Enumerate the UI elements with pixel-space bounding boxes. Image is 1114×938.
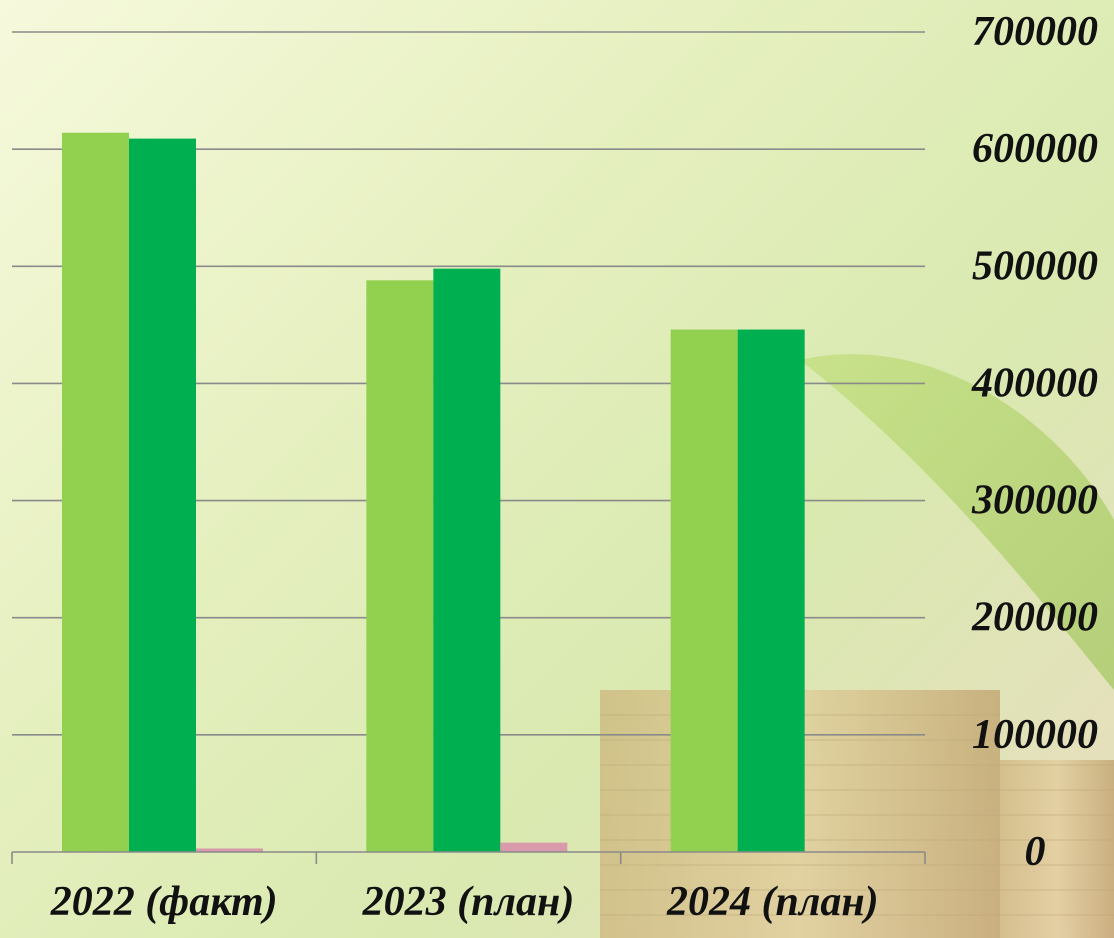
y-axis-tick-labels: 0 100000 200000 300000 400000 500000 600000 700…	[971, 9, 1098, 875]
y-tick-label: 200000	[971, 595, 1098, 641]
bar	[196, 848, 263, 852]
y-tick-label: 0	[1025, 829, 1046, 875]
bar	[737, 329, 805, 852]
x-axis	[11, 851, 926, 864]
y-tick-label: 600000	[972, 126, 1098, 172]
y-tick-label: 100000	[972, 712, 1098, 758]
coin-stack-decoration	[600, 690, 1114, 938]
bar	[500, 842, 568, 852]
x-tick-label: 2023 (план)	[362, 879, 575, 925]
x-tick-label: 2024 (план)	[666, 879, 879, 925]
bars	[62, 132, 805, 853]
bar	[433, 268, 501, 853]
y-tick-label: 500000	[972, 243, 1098, 289]
x-axis-tick-labels: 2022 (факт) 2023 (план) 2024 (план)	[50, 879, 879, 925]
y-tick-label: 400000	[971, 360, 1098, 406]
bar	[62, 132, 129, 852]
bar	[366, 280, 434, 852]
y-tick-label: 300000	[971, 478, 1098, 524]
bar	[129, 138, 196, 853]
y-tick-label: 700000	[972, 9, 1098, 55]
x-tick-label: 2022 (факт)	[50, 879, 278, 925]
leaf-decoration	[800, 354, 1114, 690]
bar	[670, 329, 738, 852]
